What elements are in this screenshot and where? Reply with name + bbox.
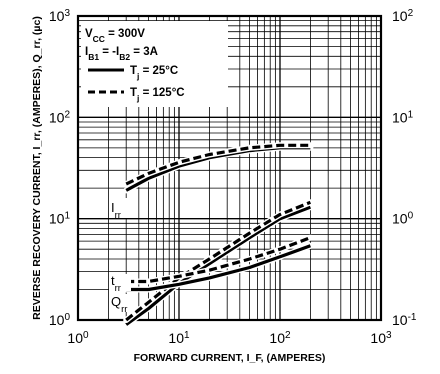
curve-label-irr: Irr (111, 200, 121, 221)
curve-trr-dashed (126, 236, 311, 284)
x-tick-label: 100 (67, 330, 89, 347)
plot-frame (76, 14, 383, 322)
x-axis-label: FORWARD CURRENT, I_F, (AMPERES) (134, 352, 326, 364)
y2-tick-label: 102 (392, 8, 414, 25)
qrr-label-bg (109, 294, 133, 312)
curves (123, 142, 314, 328)
y-tick-label: 102 (49, 109, 71, 126)
y2-tick-label: 100 (392, 210, 414, 227)
y2-tick-label: 10-1 (392, 312, 417, 329)
legend: VCC = 300V IB1 = -IB2 = 3A Tj = 25°C Tj … (81, 21, 228, 107)
irr-label-bg (109, 198, 131, 218)
y-tick-label: 101 (49, 210, 71, 227)
curve-irr-dashed (125, 143, 311, 186)
y-tick-label: 100 (49, 312, 71, 329)
curve-label-trr: trr (111, 273, 121, 294)
curve-labels: Irr trr Qrr (109, 198, 133, 315)
legend-label-25c: Tj = 25°C (130, 65, 178, 81)
curve-trr-solid (126, 244, 311, 292)
y-tick-label: 103 (49, 8, 71, 25)
trr-label-bg (109, 274, 131, 291)
condition-vcc: VCC = 300V (85, 28, 145, 44)
x-tick-label: 101 (168, 330, 190, 347)
curve-label-qrr: Qrr (111, 294, 127, 315)
condition-ib: IB1 = -IB2 = 3A (85, 46, 158, 62)
y-tick-labels: 100 101 102 103 (49, 8, 71, 329)
legend-label-125c: Tj = 125°C (130, 87, 185, 103)
y2-tick-label: 101 (392, 109, 414, 126)
x-tick-labels: 100 101 102 103 (67, 330, 392, 347)
x-tick-label: 102 (269, 330, 291, 347)
x-tick-label: 103 (370, 330, 392, 347)
y-axis-label: REVERSE RECOVERY CURRENT, I_rr, (AMPERES… (31, 16, 43, 320)
y2-tick-labels: 10-1 100 101 102 (392, 8, 417, 329)
curve-qrr-dashed (125, 200, 311, 322)
curve-qrr-solid (125, 205, 311, 326)
